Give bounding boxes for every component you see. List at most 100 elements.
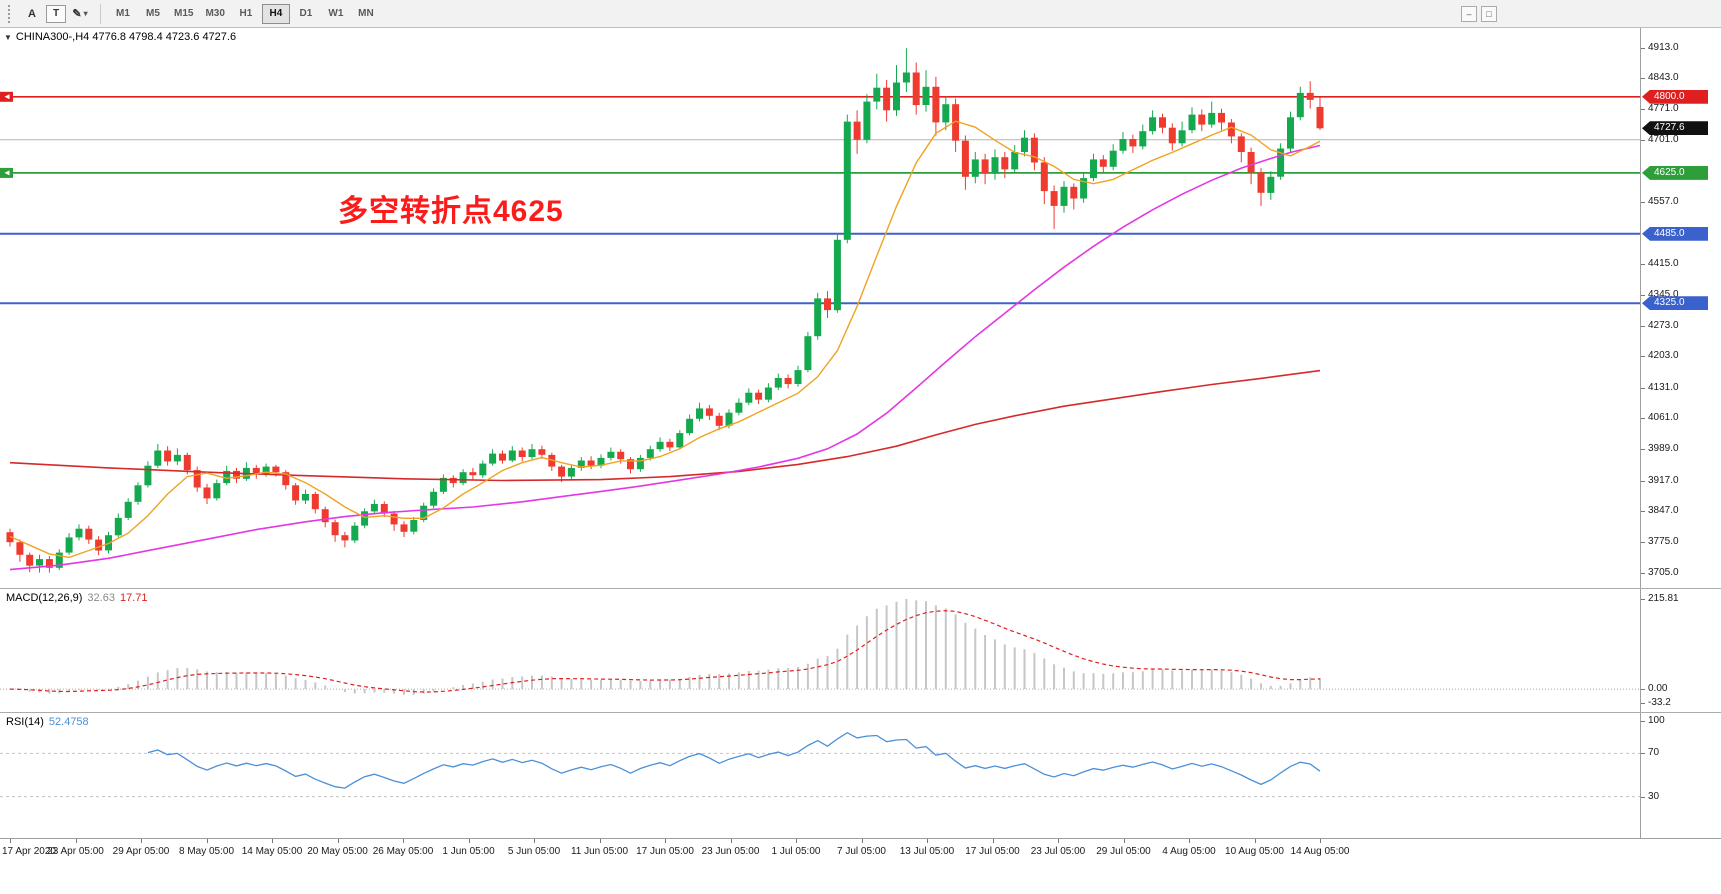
time-label: 29 Jul 05:00 [1096, 846, 1151, 857]
axis-tick [1641, 109, 1645, 111]
time-label: 17 Apr 2020 [2, 846, 56, 857]
candlestick-plot[interactable] [0, 28, 1640, 588]
annotation-a-button[interactable]: A [20, 3, 44, 25]
price-tag-4325.0: 4325.0 [1642, 296, 1708, 311]
time-tick [1123, 839, 1125, 843]
candles [6, 48, 1324, 573]
macd-plot-area[interactable]: MACD(12,26,9) 32.63 17.71 [0, 589, 1640, 712]
axis-label: 4415.0 [1648, 258, 1679, 270]
timeframe-h1[interactable]: H1 [232, 4, 260, 24]
axis-label: 215.81 [1648, 593, 1679, 604]
axis-tick [1641, 449, 1645, 451]
toolbar-separator [100, 3, 101, 24]
pencil-icon: ✎ [72, 8, 82, 20]
time-label: 23 Jul 05:00 [1030, 846, 1086, 857]
time-label: 20 May 05:00 [307, 846, 368, 857]
text-label-button[interactable]: T [46, 4, 66, 23]
rsi-value: 52.4758 [48, 716, 89, 728]
axis-tick [1641, 47, 1645, 49]
empty-bottom-area [0, 862, 1721, 894]
axis-label: 30 [1648, 790, 1660, 802]
rsi-label: RSI(14) 52.4758 [6, 716, 94, 728]
chevron-down-icon: ▾ [83, 9, 88, 18]
axis-label: 100 [1648, 715, 1665, 726]
horizontal-level-lines[interactable] [0, 96, 1640, 305]
macd-signal-line [9, 610, 1321, 693]
axis-label: 4061.0 [1648, 411, 1679, 423]
axis-label: 0.00 [1648, 683, 1668, 695]
time-tick [337, 839, 339, 843]
main-chart[interactable]: ▼ CHINA300-,H4 4776.8 4798.4 4723.6 4727.… [0, 28, 1640, 588]
price-axis[interactable]: 4913.0 4843.0 4771.0 4701.0 4557.0 4415.0 4345… [1640, 28, 1721, 588]
macd-signal-value: 17.71 [119, 592, 148, 604]
time-label: 13 Jul 05:00 [899, 846, 955, 857]
axis-label: 3705.0 [1648, 566, 1679, 578]
time-tick [1189, 839, 1190, 843]
price-tag-4625.0: 4625.0 [1642, 165, 1708, 180]
time-tick [927, 839, 928, 843]
axis-tick [1641, 294, 1645, 296]
time-label: 1 Jul 05:00 [771, 846, 821, 857]
time-tick [1058, 839, 1059, 843]
window-minimize-button[interactable]: – [1461, 5, 1477, 22]
axis-tick [1641, 703, 1645, 704]
time-tick [1320, 839, 1321, 843]
axis-label: 4345.0 [1648, 288, 1679, 300]
time-tick [403, 839, 404, 843]
axis-tick [1641, 480, 1645, 482]
time-axis[interactable]: 17 Apr 2020 23 Apr 05:00 29 Apr 05:00 8 May… [0, 838, 1721, 862]
axis-label: 4771.0 [1648, 103, 1679, 115]
time-tick [796, 839, 797, 843]
rsi-name: RSI(14) [6, 716, 44, 728]
axis-label: 4557.0 [1648, 196, 1679, 208]
axis-tick [1641, 542, 1645, 544]
timeframe-d1[interactable]: D1 [292, 4, 320, 24]
price-tag-4727.6: 4727.6 [1642, 121, 1708, 136]
timeframe-h4[interactable]: H4 [261, 3, 290, 24]
time-label: 23 Jun 05:00 [701, 846, 760, 857]
timeframe-m15[interactable]: M15 [169, 4, 198, 24]
timeframe-m5[interactable]: M5 [139, 4, 167, 24]
macd-main-value: 32.63 [87, 592, 115, 604]
axis-label: 70 [1648, 747, 1660, 759]
axis-label: 4131.0 [1648, 381, 1679, 393]
axis-label: 4203.0 [1648, 350, 1679, 362]
time-label: 29 Apr 05:00 [112, 846, 170, 857]
axis-tick [1641, 572, 1645, 574]
timeframe-m1[interactable]: M1 [109, 4, 137, 24]
timeframe-m30[interactable]: M30 [200, 4, 229, 24]
window-restore-button[interactable]: □ [1481, 5, 1497, 22]
chart-toolbar: A T ✎ ▾ M1 M5 M15 M30 H1 H4 D1 W1 MN – □ [0, 0, 1721, 28]
axis-tick [1641, 753, 1645, 755]
axis-tick [1641, 356, 1645, 358]
expand-objects-icon[interactable]: ▼ [4, 33, 12, 42]
time-label: 17 Jun 05:00 [636, 846, 694, 857]
axis-tick [1641, 510, 1645, 512]
toolbar-grip[interactable] [8, 4, 14, 23]
timeframe-mn[interactable]: MN [352, 4, 380, 24]
draw-shapes-button[interactable]: ✎ ▾ [68, 3, 92, 25]
axis-label: 4701.0 [1648, 133, 1679, 145]
macd-axis[interactable]: 215.81 0.00 -33.2 [1640, 589, 1721, 712]
macd-plot[interactable] [0, 589, 1640, 712]
chart-annotation-text[interactable]: 多空转折点4625 [338, 195, 564, 228]
time-tick [665, 839, 666, 843]
axis-label: 4843.0 [1648, 72, 1679, 84]
rsi-plot-area[interactable]: RSI(14) 52.4758 [0, 713, 1640, 838]
time-tick [75, 839, 77, 843]
price-tag-4800.0: 4800.0 [1642, 89, 1708, 104]
macd-label: MACD(12,26,9) 32.63 17.71 [6, 592, 152, 604]
timeframe-w1[interactable]: W1 [322, 4, 350, 24]
axis-label: 3775.0 [1648, 536, 1679, 548]
axis-label: 4913.0 [1648, 41, 1679, 53]
symbol-ohlc-line: ▼ CHINA300-,H4 4776.8 4798.4 4723.6 4727.… [4, 31, 236, 43]
time-label: 10 Aug 05:00 [1225, 846, 1284, 857]
rsi-axis[interactable]: 100 70 30 [1640, 713, 1721, 838]
axis-label: 3917.0 [1648, 474, 1679, 486]
rsi-plot[interactable] [0, 713, 1640, 838]
axis-label: 4273.0 [1648, 319, 1679, 331]
price-tag-4485.0: 4485.0 [1642, 226, 1708, 241]
axis-tick [1641, 264, 1645, 266]
time-label: 4 Aug 05:00 [1162, 846, 1216, 857]
axis-tick [1641, 417, 1645, 419]
